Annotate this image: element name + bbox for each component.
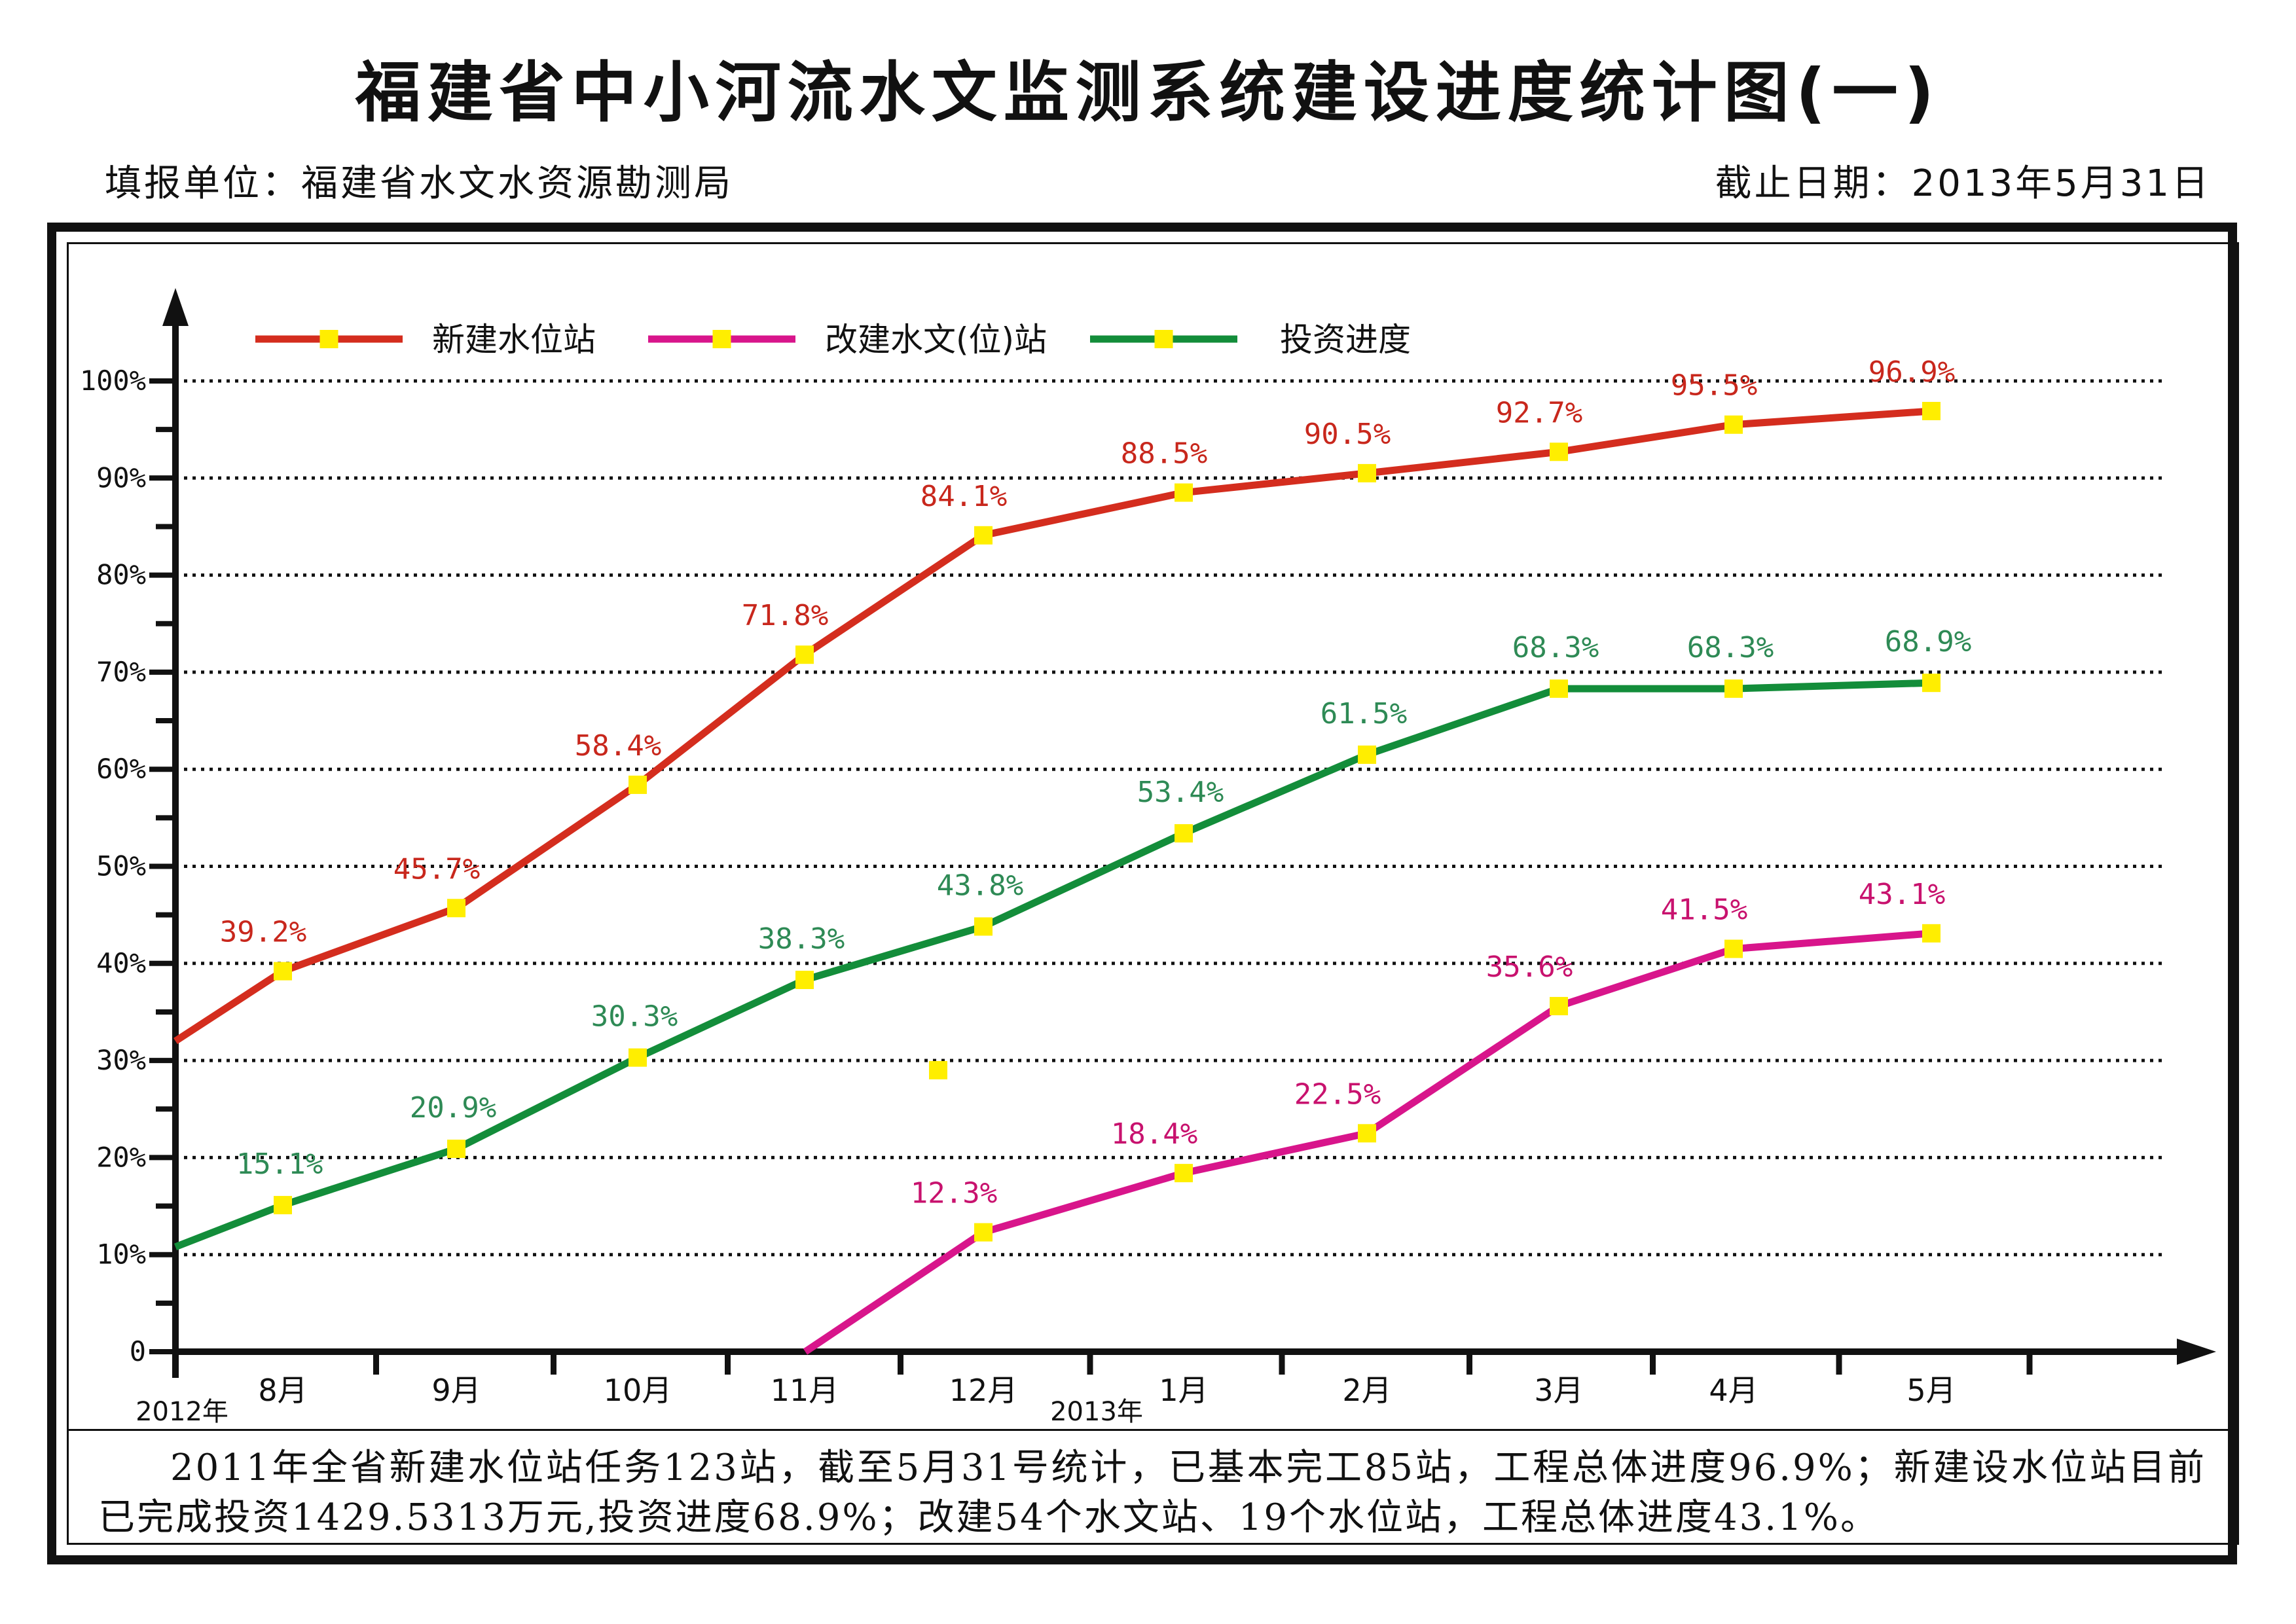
y-tick-label: 60% [96, 753, 146, 785]
x-tick-label: 10月 [604, 1373, 672, 1408]
data-point [1175, 1164, 1193, 1183]
x-axis-arrow [2177, 1339, 2216, 1365]
data-label: 68.3% [1687, 631, 1774, 664]
data-label: 41.5% [1661, 893, 1747, 927]
legend-label: 投资进度 [1280, 321, 1411, 359]
y-axis-arrow [162, 288, 189, 326]
data-point [1175, 483, 1193, 502]
legend-marker [1154, 330, 1173, 348]
data-label: 38.3% [758, 922, 845, 956]
data-label: 53.4% [1137, 776, 1224, 809]
data-label: 22.5% [1294, 1077, 1381, 1111]
x-tick-label: 9月 [431, 1373, 481, 1408]
data-label: 88.5% [1121, 437, 1207, 471]
data-point [1175, 824, 1193, 843]
data-label: 92.7% [1496, 396, 1582, 429]
chart-title: 福建省中小河流水文监测系统建设进度统计图(一) [355, 54, 1941, 131]
data-label: 18.4% [1111, 1117, 1197, 1151]
data-label: 20.9% [410, 1091, 496, 1125]
data-point [1922, 674, 1941, 693]
data-point [974, 1223, 993, 1242]
y-tick-label: 50% [96, 850, 146, 882]
x-tick-label: 12月 [949, 1373, 1018, 1408]
data-point [274, 962, 292, 981]
data-label: 43.8% [937, 869, 1023, 902]
data-label: 61.5% [1321, 697, 1407, 731]
data-point [1724, 679, 1743, 698]
x-tick-label: 11月 [771, 1373, 839, 1408]
data-point [1724, 415, 1743, 434]
data-point [795, 645, 814, 664]
x-tick-label: 2月 [1342, 1373, 1391, 1408]
y-tick-label: 0 [130, 1335, 146, 1367]
data-label: 39.2% [220, 916, 306, 949]
year-label: 2013年 [1050, 1397, 1143, 1427]
data-point [1922, 401, 1941, 420]
data-label: 90.5% [1304, 418, 1391, 451]
legend-marker [712, 330, 731, 348]
y-tick-label: 30% [96, 1044, 146, 1076]
data-label: 12.3% [911, 1177, 997, 1210]
summary-note: 2011年全省新建水位站任务123站，截至5月31号统计，已基本完工85站，工程… [98, 1447, 2206, 1539]
inner-frame [67, 242, 2239, 1545]
data-point [629, 775, 647, 794]
data-point [1922, 924, 1941, 943]
data-label: 71.8% [742, 599, 828, 632]
data-point [1550, 997, 1568, 1016]
note-divider [67, 1429, 2239, 1431]
data-point [1358, 745, 1376, 764]
data-point [629, 1048, 647, 1067]
x-tick-label: 3月 [1534, 1373, 1583, 1408]
data-label: 43.1% [1859, 878, 1945, 911]
data-label: 68.3% [1512, 631, 1599, 664]
data-point [1724, 939, 1743, 958]
series-line [173, 407, 1932, 1045]
legend-marker [319, 330, 338, 348]
data-label: 84.1% [920, 480, 1007, 513]
data-label: 35.6% [1486, 950, 1573, 984]
data-point [447, 899, 465, 918]
data-label: 68.9% [1885, 625, 1971, 659]
stray-marker [929, 1060, 947, 1079]
y-tick-label: 90% [96, 461, 146, 494]
outer-frame [47, 223, 2237, 1564]
data-label: 45.7% [393, 852, 480, 886]
data-point [1358, 463, 1376, 482]
data-point [1550, 679, 1568, 698]
y-tick-label: 40% [96, 947, 146, 979]
y-tick-label: 20% [96, 1141, 146, 1173]
x-tick-label: 8月 [258, 1373, 307, 1408]
year-label: 2012年 [136, 1397, 228, 1427]
y-tick-label: 100% [80, 365, 146, 397]
data-point [795, 971, 814, 990]
data-point [974, 526, 993, 545]
legend-label: 改建水文(位)站 [825, 321, 1047, 359]
data-point [1358, 1124, 1376, 1143]
reporting-unit: 填报单位：福建省水文水资源勘测局 [105, 162, 733, 205]
data-label: 58.4% [575, 729, 661, 763]
y-tick-label: 80% [96, 559, 146, 591]
data-point [1550, 442, 1568, 461]
data-point [274, 1196, 292, 1215]
y-tick-label: 10% [96, 1238, 146, 1271]
data-point [974, 917, 993, 936]
data-label: 96.9% [1868, 355, 1955, 389]
x-tick-label: 4月 [1709, 1373, 1758, 1408]
series-line [803, 929, 1932, 1355]
x-tick-label: 5月 [1906, 1373, 1956, 1408]
x-tick-label: 1月 [1159, 1373, 1208, 1408]
y-tick-label: 70% [96, 656, 146, 688]
data-label: 95.5% [1671, 369, 1757, 403]
data-label: 15.1% [236, 1147, 323, 1181]
legend-label: 新建水位站 [432, 321, 596, 359]
data-label: 30.3% [591, 1000, 678, 1034]
data-point [447, 1140, 465, 1159]
deadline-date: 截止日期：2013年5月31日 [1715, 162, 2211, 205]
